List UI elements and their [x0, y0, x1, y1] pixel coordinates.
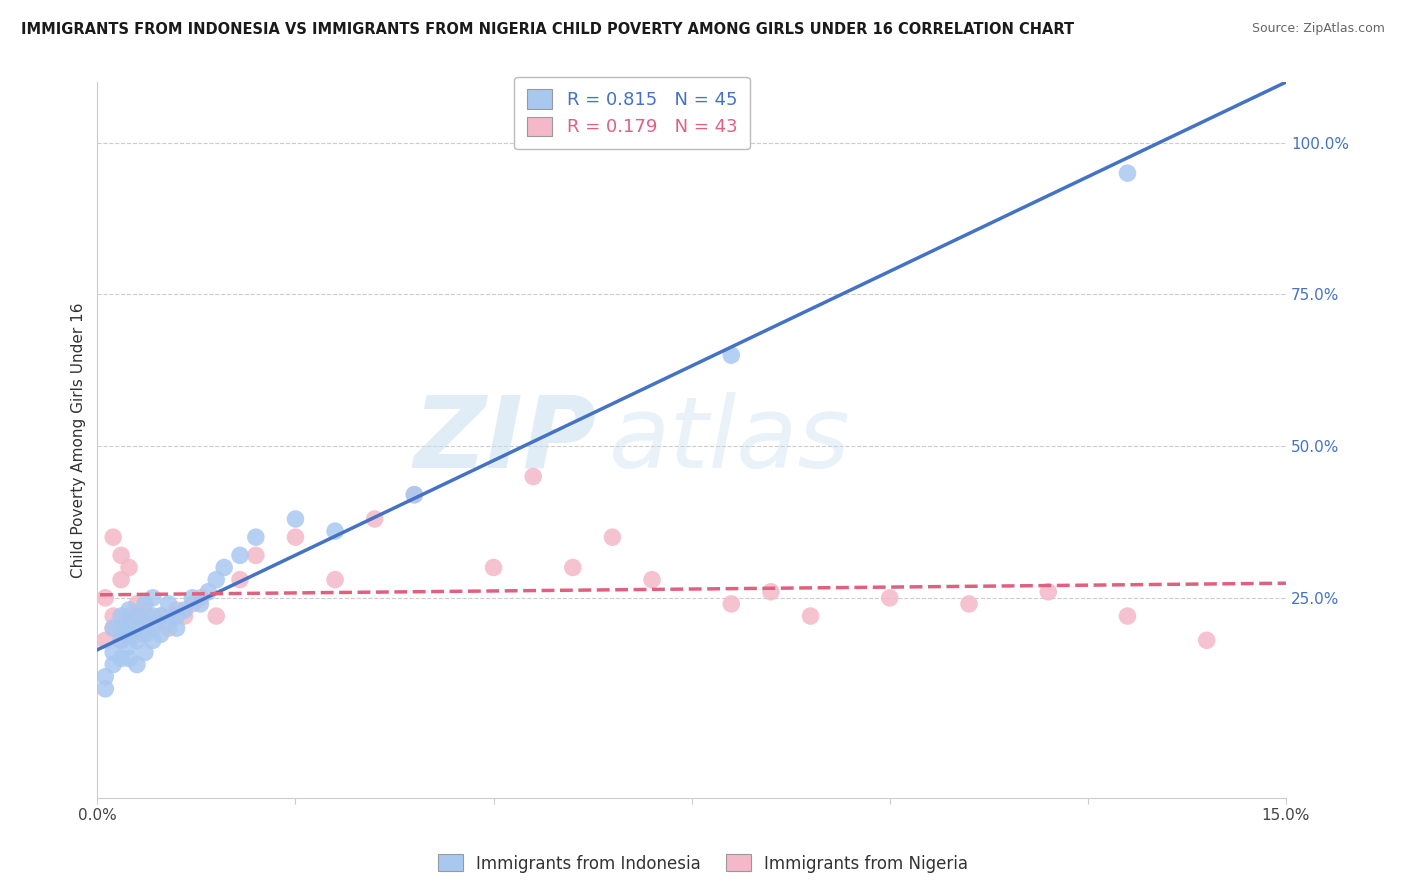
Point — [879, 591, 901, 605]
Point — [94, 591, 117, 605]
Point — [134, 615, 156, 629]
Point — [125, 609, 148, 624]
Point — [118, 621, 141, 635]
Y-axis label: Child Poverty Among Girls Under 16: Child Poverty Among Girls Under 16 — [72, 302, 86, 578]
Point — [103, 621, 125, 635]
Point — [404, 488, 426, 502]
Point — [157, 615, 180, 629]
Point — [118, 651, 141, 665]
Point — [363, 512, 385, 526]
Point — [1195, 633, 1218, 648]
Point — [205, 609, 228, 624]
Point — [149, 609, 172, 624]
Point — [181, 597, 204, 611]
Point — [125, 657, 148, 672]
Text: Source: ZipAtlas.com: Source: ZipAtlas.com — [1251, 22, 1385, 36]
Point — [522, 469, 544, 483]
Point — [759, 584, 782, 599]
Point — [142, 621, 165, 635]
Legend: R = 0.815   N = 45, R = 0.179   N = 43: R = 0.815 N = 45, R = 0.179 N = 43 — [515, 77, 749, 149]
Point — [94, 633, 117, 648]
Point — [149, 609, 172, 624]
Point — [118, 560, 141, 574]
Point — [284, 530, 307, 544]
Point — [197, 584, 219, 599]
Point — [142, 615, 165, 629]
Point — [181, 591, 204, 605]
Point — [110, 633, 132, 648]
Point — [110, 549, 132, 563]
Point — [166, 603, 188, 617]
Point — [134, 627, 156, 641]
Point — [229, 573, 252, 587]
Point — [118, 627, 141, 641]
Point — [125, 633, 148, 648]
Point — [284, 512, 307, 526]
Text: ZIP: ZIP — [413, 392, 596, 489]
Point — [720, 348, 742, 362]
Text: atlas: atlas — [609, 392, 851, 489]
Point — [118, 609, 141, 624]
Point — [166, 609, 188, 624]
Point — [142, 633, 165, 648]
Point — [125, 621, 148, 635]
Point — [323, 573, 346, 587]
Point — [173, 609, 195, 624]
Point — [142, 591, 165, 605]
Point — [103, 621, 125, 635]
Point — [125, 609, 148, 624]
Point — [799, 609, 821, 624]
Point — [110, 633, 132, 648]
Point — [482, 560, 505, 574]
Point — [157, 597, 180, 611]
Point — [134, 603, 156, 617]
Point — [118, 615, 141, 629]
Point — [142, 609, 165, 624]
Point — [641, 573, 664, 587]
Point — [94, 681, 117, 696]
Point — [103, 530, 125, 544]
Point — [212, 560, 235, 574]
Point — [173, 603, 195, 617]
Point — [149, 627, 172, 641]
Point — [404, 488, 426, 502]
Point — [1116, 609, 1139, 624]
Point — [157, 621, 180, 635]
Point — [245, 549, 267, 563]
Point — [94, 670, 117, 684]
Point — [720, 597, 742, 611]
Point — [1038, 584, 1060, 599]
Point — [110, 651, 132, 665]
Point — [110, 609, 132, 624]
Point — [190, 597, 212, 611]
Point — [118, 640, 141, 654]
Point — [205, 573, 228, 587]
Point — [957, 597, 980, 611]
Point — [110, 573, 132, 587]
Point — [561, 560, 583, 574]
Point — [125, 597, 148, 611]
Point — [229, 549, 252, 563]
Legend: Immigrants from Indonesia, Immigrants from Nigeria: Immigrants from Indonesia, Immigrants fr… — [432, 847, 974, 880]
Point — [1116, 166, 1139, 180]
Point — [245, 530, 267, 544]
Point — [118, 603, 141, 617]
Point — [103, 645, 125, 659]
Point — [134, 621, 156, 635]
Point — [134, 597, 156, 611]
Point — [103, 609, 125, 624]
Point — [134, 645, 156, 659]
Point — [323, 524, 346, 538]
Point — [125, 627, 148, 641]
Point — [190, 591, 212, 605]
Point — [103, 657, 125, 672]
Text: IMMIGRANTS FROM INDONESIA VS IMMIGRANTS FROM NIGERIA CHILD POVERTY AMONG GIRLS U: IMMIGRANTS FROM INDONESIA VS IMMIGRANTS … — [21, 22, 1074, 37]
Point — [602, 530, 624, 544]
Point — [110, 621, 132, 635]
Point — [166, 621, 188, 635]
